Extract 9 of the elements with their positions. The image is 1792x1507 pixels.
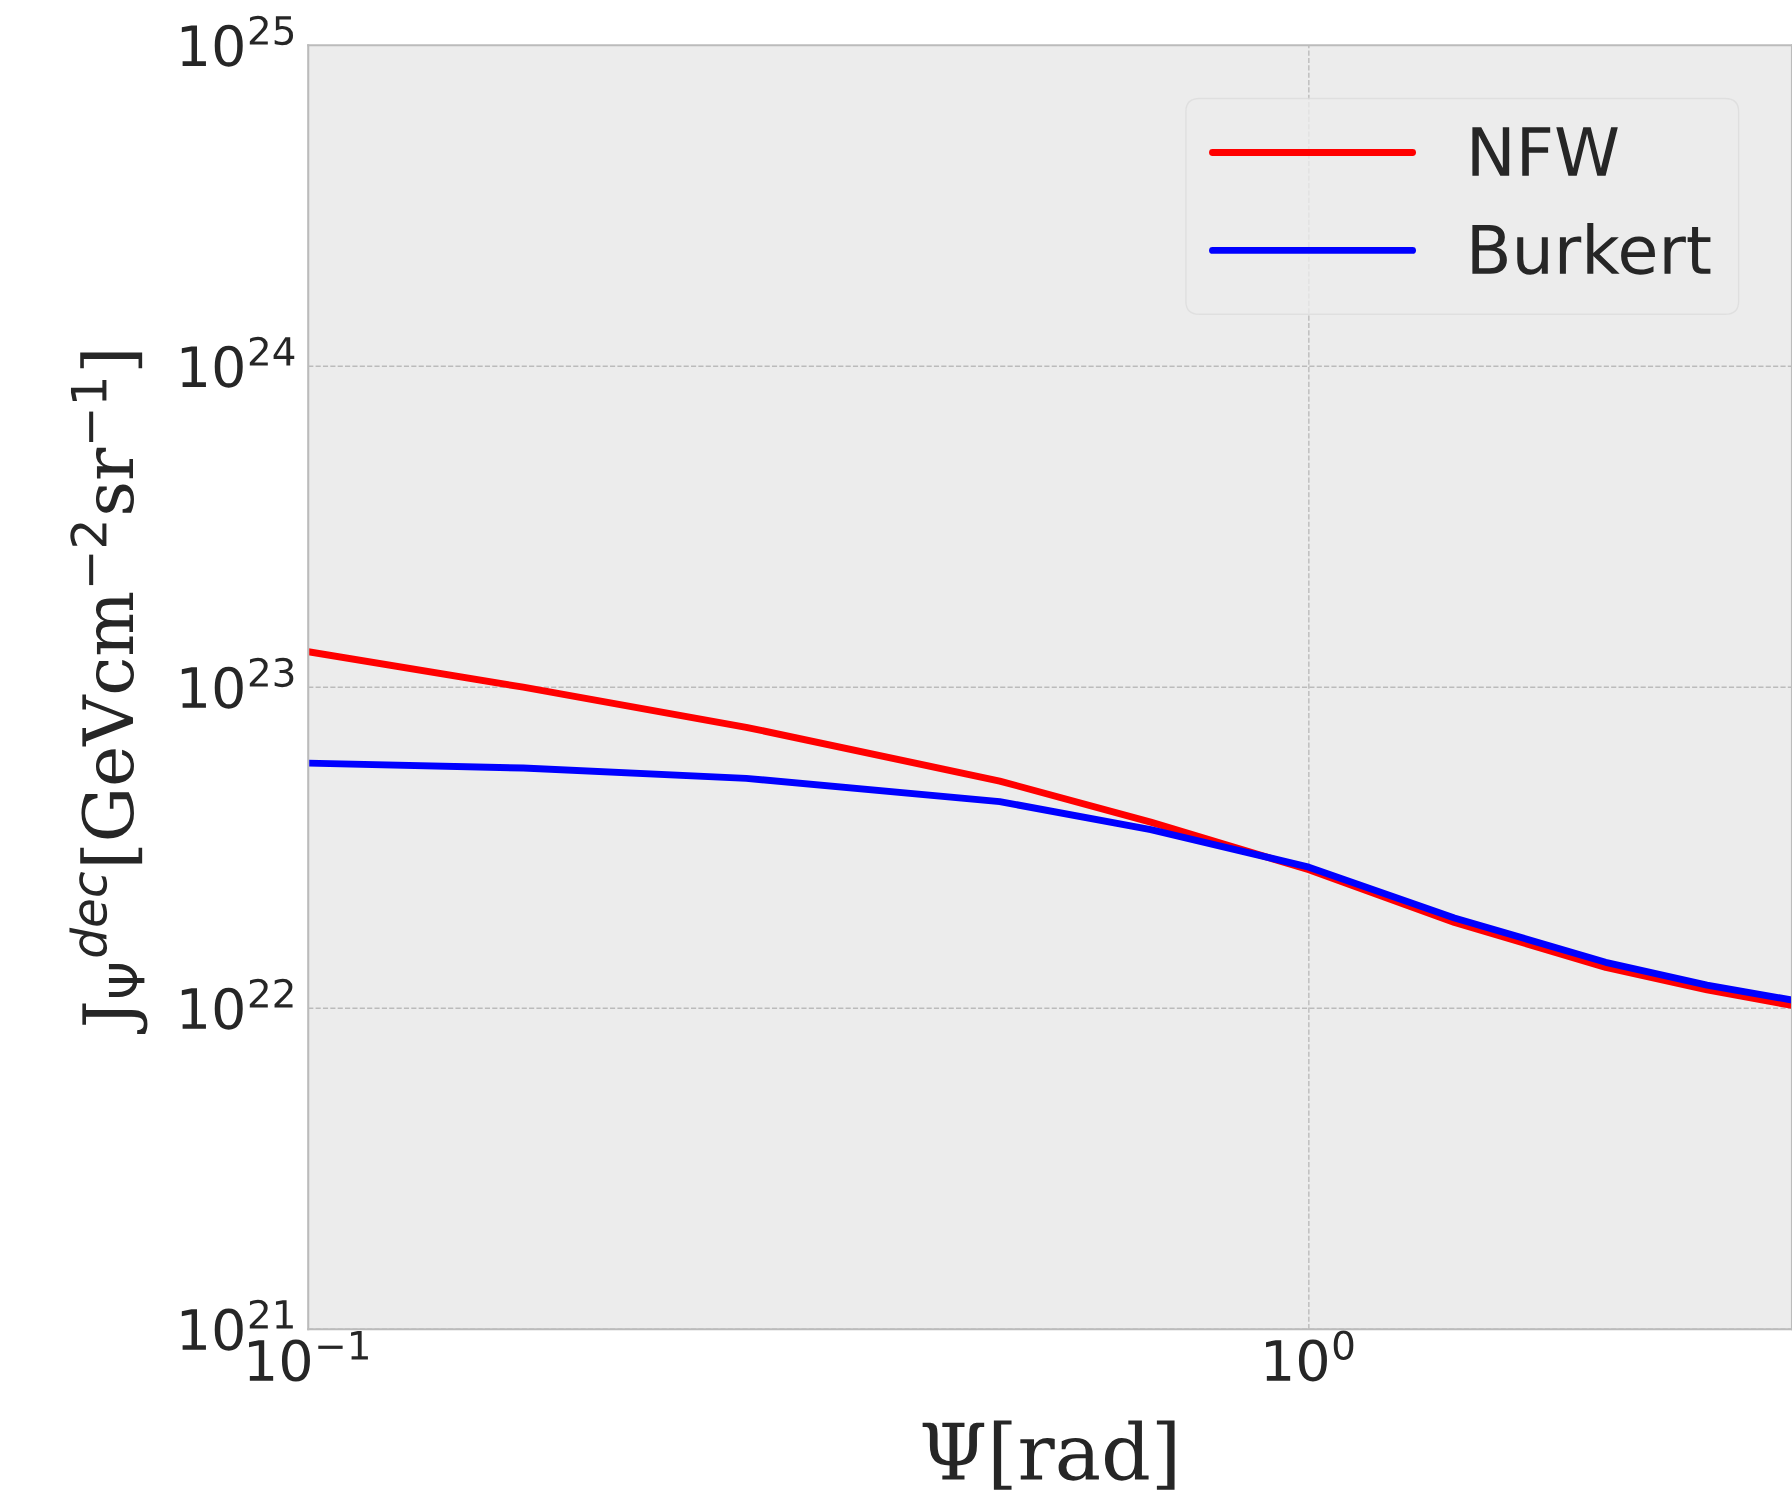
legend-label: NFW: [1472, 127, 1618, 176]
legend-label: Burkert: [1472, 223, 1711, 275]
x-tick-label: 10$^{0}$: [1266, 1330, 1354, 1382]
y-tick-label: 10$^{25}$: [181, 15, 294, 67]
x-axis-title: Ψ[rad]: [922, 1420, 1175, 1490]
y-tick-label: 10$^{23}$: [181, 657, 294, 709]
y-tick-label: 10$^{22}$: [181, 978, 293, 1030]
y-axis-title: J$_{Ψ}$$^{dec}$[GeVcm$^{−2}$sr$^{−1}$]: [69, 352, 148, 1034]
y-tick-label: 10$^{24}$: [181, 336, 295, 388]
